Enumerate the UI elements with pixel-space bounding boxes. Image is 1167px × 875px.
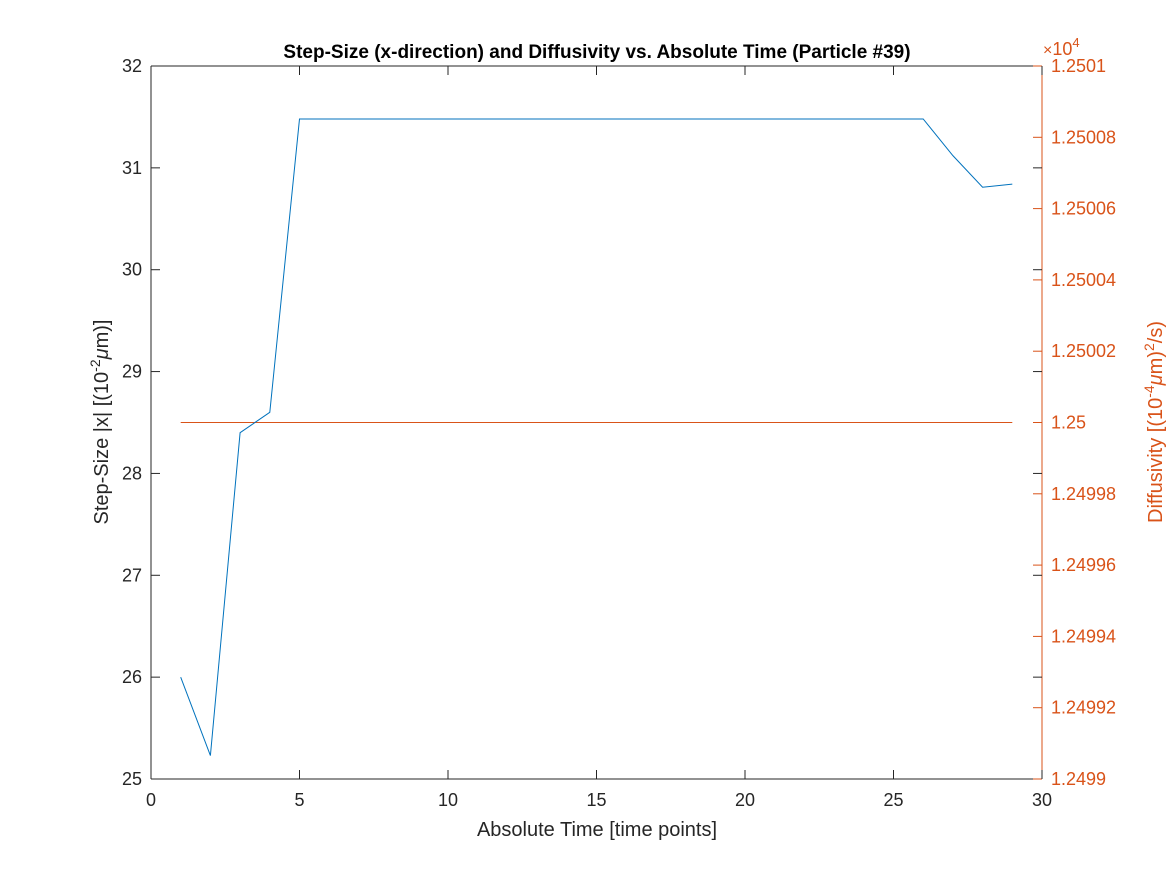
exponent-power: 4	[1072, 35, 1079, 50]
right-tick-label: 1.2501	[1051, 56, 1106, 76]
right-tick-label: 1.24994	[1051, 626, 1116, 646]
left-tick-label: 26	[122, 667, 142, 687]
bottom-tick-label: 20	[735, 790, 755, 810]
right-label-post2: /s)	[1145, 321, 1167, 343]
left-tick-label: 28	[122, 463, 142, 483]
right-tick-label: 1.25006	[1051, 199, 1116, 219]
right-tick-label: 1.25	[1051, 413, 1086, 433]
chart-title: Step-Size (x-direction) and Diffusivity …	[283, 42, 910, 63]
exponent-base: 10	[1052, 39, 1072, 59]
y-axis-label-right: Diffusivity [(10-4μm)2/s)	[1141, 321, 1167, 523]
right-label-sup2: 2	[1141, 343, 1157, 351]
right-tick-label: 1.25004	[1051, 270, 1116, 290]
left-tick-label: 30	[122, 260, 142, 280]
right-tick-label: 1.24992	[1051, 698, 1116, 718]
left-ticks: 25 26 27 28 29 30 31 32	[122, 56, 1042, 789]
right-label-sup: -4	[1141, 385, 1157, 398]
bottom-tick-label: 10	[438, 790, 458, 810]
right-ticks: 1.2499 1.24992 1.24994 1.24996 1.24998 1.25 1.…	[1033, 56, 1116, 789]
right-tick-label: 1.25008	[1051, 127, 1116, 147]
bottom-tick-label: 5	[294, 790, 304, 810]
left-tick-label: 25	[122, 769, 142, 789]
right-axis-exponent: ×104	[1043, 35, 1080, 59]
bottom-tick-label: 30	[1032, 790, 1052, 810]
bottom-tick-label: 0	[146, 790, 156, 810]
right-tick-label: 1.25002	[1051, 341, 1116, 361]
left-label-pre: Step-Size |x| [(10	[91, 372, 113, 525]
x-axis-label: Absolute Time [time points]	[477, 819, 717, 841]
left-label-mu: μ	[91, 348, 113, 360]
exponent-times: ×	[1043, 42, 1052, 59]
right-label-mu: μ	[1145, 374, 1167, 386]
bottom-tick-label: 15	[586, 790, 606, 810]
y-axis-label-left: Step-Size |x| [(10-2μm)]	[87, 320, 113, 525]
left-label-post: m)]	[91, 320, 113, 349]
right-label-pre: Diffusivity [(10	[1145, 398, 1167, 523]
right-tick-label: 1.24998	[1051, 484, 1116, 504]
series-line-step-size	[180, 118, 1013, 756]
left-tick-label: 29	[122, 362, 142, 382]
right-tick-label: 1.24996	[1051, 555, 1116, 575]
right-label-post: m)	[1145, 351, 1167, 374]
left-label-sup: -2	[87, 359, 103, 372]
left-tick-label: 27	[122, 565, 142, 585]
bottom-tick-label: 25	[883, 790, 903, 810]
left-tick-label: 32	[122, 56, 142, 76]
bottom-ticks: 0 5 10 15 20 25 30	[146, 66, 1052, 810]
right-tick-label: 1.2499	[1051, 769, 1106, 789]
left-tick-label: 31	[122, 158, 142, 178]
